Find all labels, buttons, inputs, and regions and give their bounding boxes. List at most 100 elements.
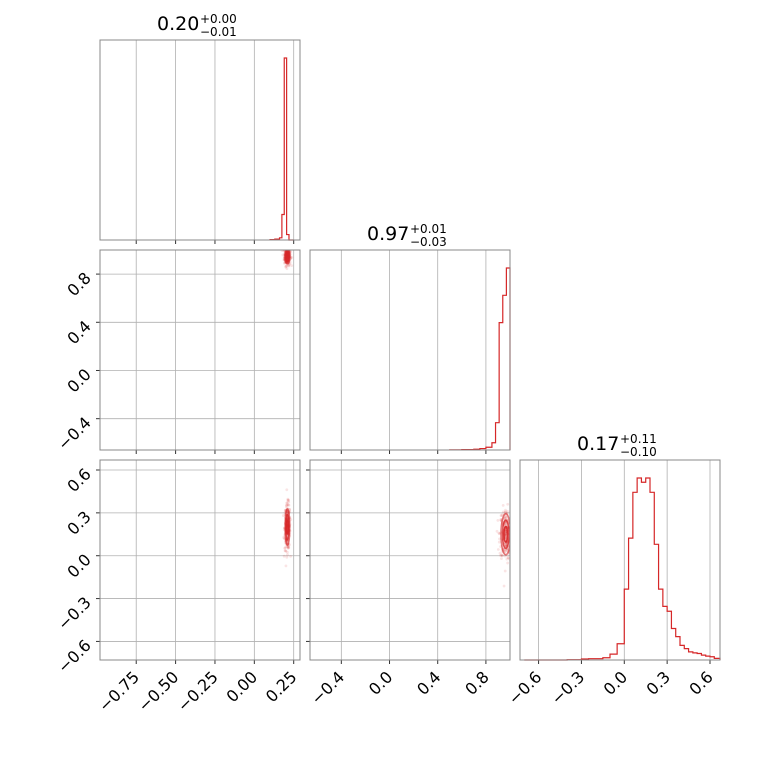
y-tick-label: −0.6: [54, 636, 95, 677]
hist-param-2: [524, 477, 721, 661]
sample-point: [499, 518, 503, 521]
panel-title-0-value: 0.20: [157, 13, 199, 35]
sample-point: [511, 528, 514, 531]
sample-point: [285, 264, 288, 268]
y-tick-label: −0.4: [54, 413, 95, 454]
sample-point: [286, 546, 290, 550]
sample-point: [503, 516, 506, 520]
sample-point: [283, 549, 287, 553]
sample-point: [285, 504, 289, 507]
sample-point: [506, 556, 510, 559]
sample-point: [285, 555, 289, 559]
sample-point: [496, 518, 500, 522]
sample-point: [504, 508, 507, 512]
contour-line: [284, 508, 291, 547]
sample-point: [500, 513, 504, 517]
panel-0-2: [99, 459, 301, 661]
x-tick-label: 0.8: [461, 667, 492, 698]
sample-point: [500, 554, 504, 558]
panel-title-2-value: 0.17: [577, 433, 619, 455]
contour-line: [501, 519, 510, 550]
sample-point: [507, 557, 510, 561]
x-tick-label: 0.0: [600, 667, 631, 698]
x-tick-label: −0.75: [95, 667, 143, 715]
grid-layer: [100, 40, 711, 660]
sample-point: [499, 514, 503, 518]
axes-layer: −0.6 −0.3 0.0 0.3 0.6−0.40.00.40.8−0.75−0.50…: [54, 39, 721, 715]
sample-point: [284, 545, 288, 549]
sample-point: [285, 245, 288, 248]
sample-point: [511, 528, 514, 531]
panel-title-1-value: 0.97: [367, 223, 409, 245]
sample-point: [505, 548, 509, 552]
sample-point: [284, 505, 288, 509]
sample-point: [506, 556, 510, 560]
sample-point: [506, 502, 510, 506]
contour-line: [284, 250, 291, 265]
sample-point: [511, 541, 514, 544]
sample-point: [503, 548, 507, 552]
panel-1-1: [309, 249, 511, 451]
sample-point: [284, 264, 288, 268]
sample-point: [286, 246, 289, 249]
sample-point: [501, 510, 505, 514]
sample-point: [286, 244, 289, 247]
sample-point: [286, 553, 289, 557]
sample-point: [285, 246, 288, 249]
sample-point: [286, 503, 290, 507]
panel-2-2: [519, 459, 721, 661]
panel-title-2-plus: +0.11: [620, 432, 657, 446]
sample-point: [287, 264, 291, 268]
sample-point: [286, 247, 289, 250]
sample-point: [282, 536, 286, 539]
sample-point: [287, 243, 290, 246]
sample-point: [286, 545, 290, 549]
sample-point: [285, 501, 289, 505]
data-layer: [269, 57, 721, 661]
x-tick-label: 0.3: [643, 667, 674, 698]
sample-point: [281, 253, 285, 257]
sample-point: [510, 507, 513, 510]
density-p1-p2: [495, 502, 517, 588]
hist-param-0: [269, 57, 294, 241]
sample-point: [286, 497, 290, 501]
x-tick-label: 0.4: [413, 667, 444, 698]
sample-point: [283, 546, 286, 550]
sample-point: [504, 533, 508, 537]
sample-point: [287, 546, 291, 550]
sample-point: [287, 499, 291, 502]
sample-point: [284, 549, 287, 553]
sample-point: [287, 503, 291, 507]
sample-point: [511, 527, 514, 530]
sample-point: [496, 548, 500, 551]
sample-point: [285, 503, 288, 507]
panel-title-1-minus: −0.03: [410, 235, 447, 249]
sample-point: [511, 523, 514, 526]
sample-point: [500, 553, 503, 557]
sample-point: [286, 550, 289, 554]
y-tick-label: −0.3: [54, 593, 95, 634]
y-tick-label: 0.0: [63, 365, 94, 396]
y-tick-label: 0.3: [63, 507, 94, 538]
sample-point: [514, 523, 517, 526]
sample-point: [497, 540, 501, 544]
sample-point: [287, 264, 290, 268]
sample-point: [501, 503, 505, 507]
sample-point: [503, 549, 507, 553]
sample-point: [284, 564, 288, 568]
y-tick-label: 0.8: [63, 268, 94, 299]
sample-point: [505, 557, 509, 561]
sample-point: [289, 555, 292, 558]
x-tick-label: −0.4: [307, 667, 348, 708]
sample-point: [498, 537, 501, 541]
panel-0-0: [99, 39, 301, 241]
sample-point: [499, 554, 503, 557]
sample-point: [284, 549, 288, 553]
sample-point: [500, 514, 504, 518]
panel-1-2: [309, 459, 511, 661]
sample-point: [500, 557, 503, 561]
sample-point: [500, 553, 504, 557]
sample-point: [498, 551, 502, 555]
panel-title-0-minus: −0.01: [200, 25, 237, 39]
